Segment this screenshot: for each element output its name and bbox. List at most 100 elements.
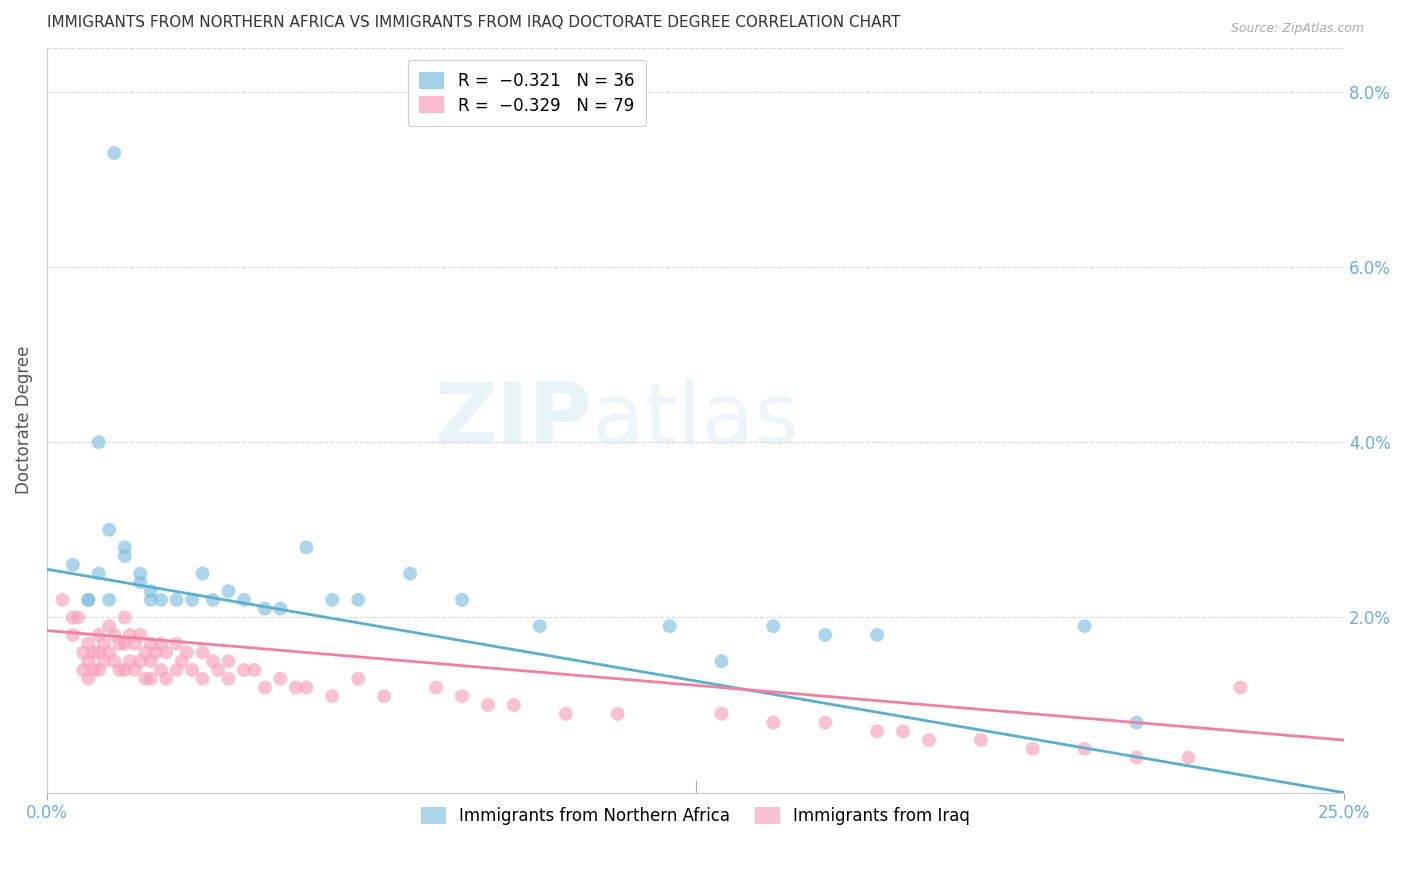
Point	[124, 637, 146, 651]
Point	[155, 672, 177, 686]
Point	[129, 575, 152, 590]
Point	[98, 523, 121, 537]
Point	[77, 654, 100, 668]
Point	[62, 628, 84, 642]
Point	[62, 558, 84, 572]
Point	[139, 672, 162, 686]
Point	[83, 663, 105, 677]
Point	[269, 672, 291, 686]
Point	[295, 541, 318, 555]
Point	[134, 672, 156, 686]
Point	[451, 593, 474, 607]
Point	[150, 593, 173, 607]
Point	[118, 628, 141, 642]
Point	[866, 724, 889, 739]
Point	[1073, 619, 1095, 633]
Point	[425, 681, 447, 695]
Point	[87, 566, 110, 581]
Point	[134, 645, 156, 659]
Point	[103, 146, 125, 161]
Point	[399, 566, 422, 581]
Point	[93, 654, 115, 668]
Point	[98, 619, 121, 633]
Point	[233, 663, 256, 677]
Point	[207, 663, 229, 677]
Point	[181, 593, 204, 607]
Point	[139, 584, 162, 599]
Point	[191, 566, 214, 581]
Point	[83, 645, 105, 659]
Point	[321, 593, 343, 607]
Point	[347, 593, 370, 607]
Point	[114, 610, 136, 624]
Point	[295, 681, 318, 695]
Point	[243, 663, 266, 677]
Point	[108, 663, 131, 677]
Point	[176, 645, 198, 659]
Point	[72, 663, 94, 677]
Point	[529, 619, 551, 633]
Point	[181, 663, 204, 677]
Point	[124, 663, 146, 677]
Point	[1022, 742, 1045, 756]
Point	[77, 672, 100, 686]
Point	[87, 435, 110, 450]
Point	[108, 637, 131, 651]
Point	[77, 593, 100, 607]
Point	[103, 628, 125, 642]
Point	[114, 663, 136, 677]
Point	[139, 593, 162, 607]
Point	[321, 690, 343, 704]
Point	[98, 645, 121, 659]
Point	[118, 654, 141, 668]
Point	[129, 628, 152, 642]
Point	[347, 672, 370, 686]
Text: atlas: atlas	[592, 379, 800, 462]
Point	[201, 654, 224, 668]
Point	[866, 628, 889, 642]
Point	[93, 637, 115, 651]
Point	[710, 706, 733, 721]
Text: ZIP: ZIP	[434, 379, 592, 462]
Point	[129, 654, 152, 668]
Point	[191, 645, 214, 659]
Point	[87, 645, 110, 659]
Point	[253, 681, 276, 695]
Point	[451, 690, 474, 704]
Point	[710, 654, 733, 668]
Point	[218, 672, 240, 686]
Text: Source: ZipAtlas.com: Source: ZipAtlas.com	[1230, 22, 1364, 36]
Point	[150, 663, 173, 677]
Point	[51, 593, 73, 607]
Point	[218, 654, 240, 668]
Point	[762, 715, 785, 730]
Point	[814, 715, 837, 730]
Point	[658, 619, 681, 633]
Point	[1229, 681, 1251, 695]
Point	[114, 637, 136, 651]
Point	[139, 637, 162, 651]
Point	[170, 654, 193, 668]
Point	[77, 593, 100, 607]
Point	[1073, 742, 1095, 756]
Point	[87, 663, 110, 677]
Point	[373, 690, 395, 704]
Point	[114, 549, 136, 563]
Point	[970, 733, 993, 747]
Text: IMMIGRANTS FROM NORTHERN AFRICA VS IMMIGRANTS FROM IRAQ DOCTORATE DEGREE CORRELA: IMMIGRANTS FROM NORTHERN AFRICA VS IMMIG…	[46, 15, 900, 30]
Point	[72, 645, 94, 659]
Point	[201, 593, 224, 607]
Point	[103, 654, 125, 668]
Point	[1125, 750, 1147, 764]
Point	[606, 706, 628, 721]
Point	[1177, 750, 1199, 764]
Point	[554, 706, 576, 721]
Point	[233, 593, 256, 607]
Point	[114, 541, 136, 555]
Point	[87, 628, 110, 642]
Point	[77, 637, 100, 651]
Point	[814, 628, 837, 642]
Point	[762, 619, 785, 633]
Point	[129, 566, 152, 581]
Point	[166, 663, 188, 677]
